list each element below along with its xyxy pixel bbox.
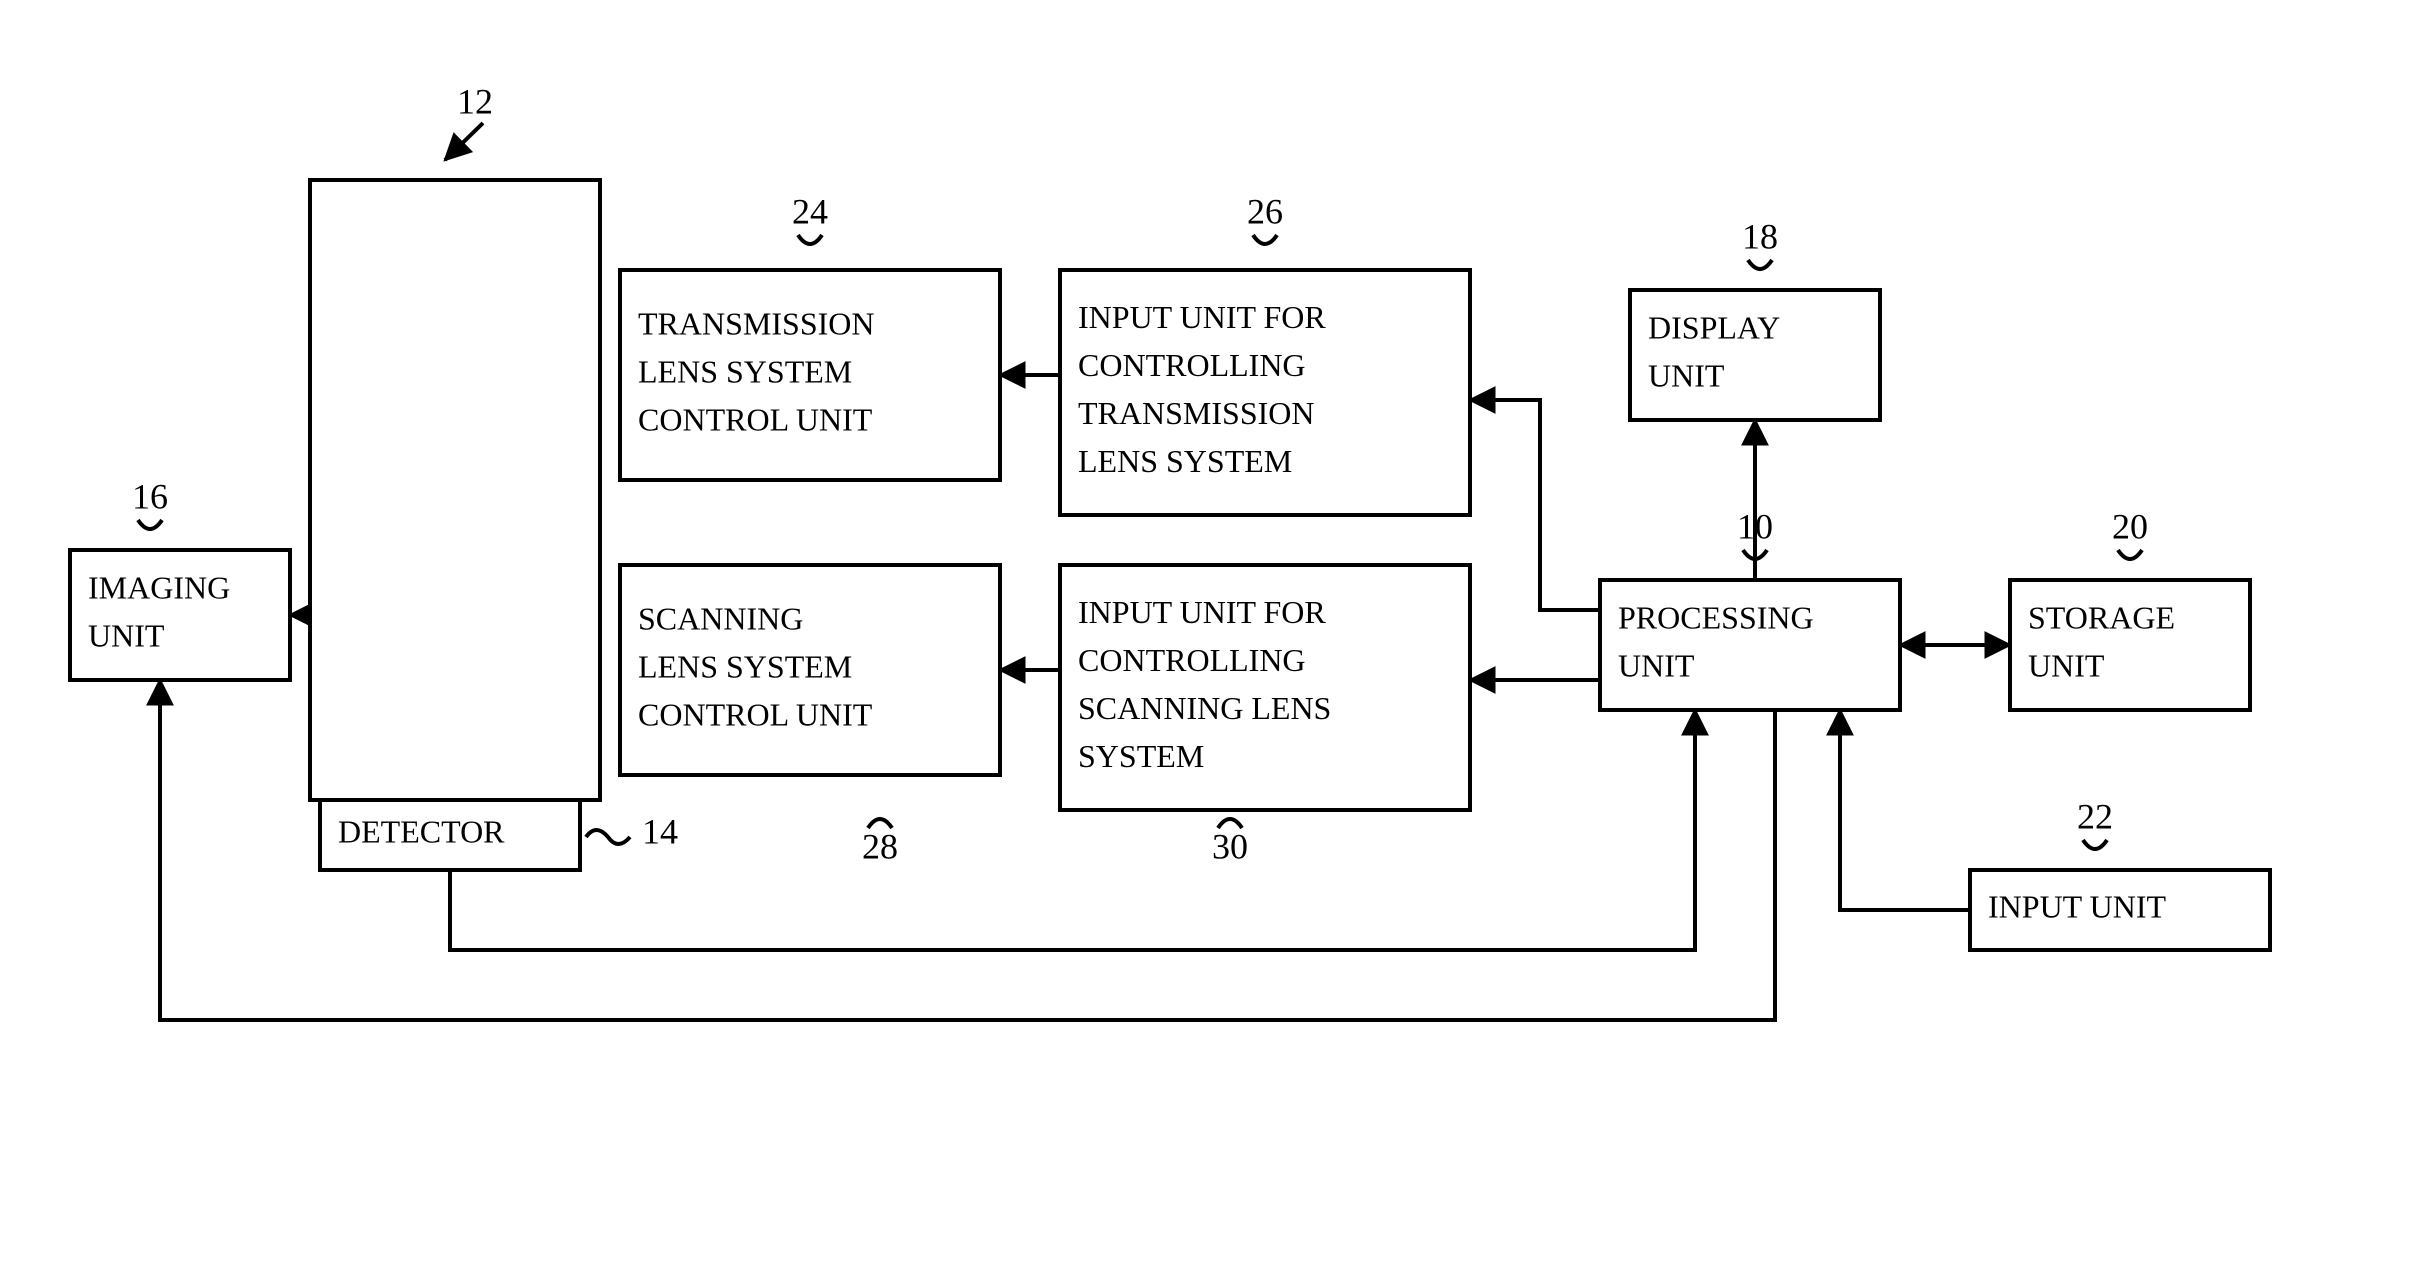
ref-30: 30 xyxy=(1212,826,1248,866)
ref-26: 26 xyxy=(1247,191,1283,231)
edge-processing_unit-trans_input xyxy=(1470,400,1600,610)
ref-10: 10 xyxy=(1737,506,1773,546)
storage_unit-label: UNIT xyxy=(2028,647,2105,683)
edge-input_unit-processing_unit xyxy=(1840,710,1970,910)
trans_ctrl-label: CONTROL UNIT xyxy=(638,401,873,437)
scan_ctrl-label: SCANNING xyxy=(638,600,803,636)
ref-24: 24 xyxy=(792,191,828,231)
ref-12: 12 xyxy=(457,81,493,121)
ref-22: 22 xyxy=(2077,796,2113,836)
ref-16: 16 xyxy=(132,476,168,516)
display_unit-label: UNIT xyxy=(1648,357,1725,393)
ref-14: 14 xyxy=(642,811,678,851)
input_unit-label: INPUT UNIT xyxy=(1988,888,2167,924)
scan_input-label: SYSTEM xyxy=(1078,738,1204,774)
display_unit-label: DISPLAY xyxy=(1648,309,1780,345)
main_body-box xyxy=(310,180,600,800)
trans_input-label: TRANSMISSION xyxy=(1078,395,1314,431)
trans_ctrl-label: LENS SYSTEM xyxy=(638,353,852,389)
ref-20: 20 xyxy=(2112,506,2148,546)
scan_input-label: CONTROLLING xyxy=(1078,642,1306,678)
trans_input-label: CONTROLLING xyxy=(1078,347,1306,383)
ref-28: 28 xyxy=(862,826,898,866)
storage_unit-label: STORAGE xyxy=(2028,599,2175,635)
scan_input-label: INPUT UNIT FOR xyxy=(1078,594,1326,630)
scan_ctrl-label: CONTROL UNIT xyxy=(638,696,873,732)
trans_input-label: INPUT UNIT FOR xyxy=(1078,299,1326,335)
scan_input-label: SCANNING LENS xyxy=(1078,690,1331,726)
trans_ctrl-label: TRANSMISSION xyxy=(638,305,874,341)
imaging_unit-label: UNIT xyxy=(88,617,165,653)
ref-18: 18 xyxy=(1742,216,1778,256)
detector-label: DETECTOR xyxy=(338,813,505,849)
processing_unit-label: PROCESSING xyxy=(1618,599,1814,635)
scan_ctrl-label: LENS SYSTEM xyxy=(638,648,852,684)
imaging_unit-label: IMAGING xyxy=(88,569,230,605)
trans_input-label: LENS SYSTEM xyxy=(1078,443,1292,479)
processing_unit-label: UNIT xyxy=(1618,647,1695,683)
